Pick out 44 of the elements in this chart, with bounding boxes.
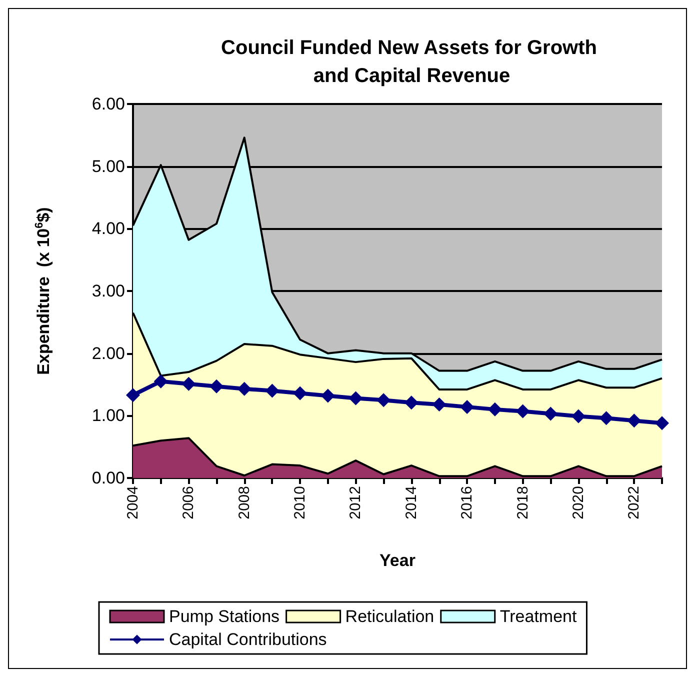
x-tick-label: 2006 (180, 486, 198, 520)
y-tick-label: 3.00 (92, 282, 125, 300)
point (126, 388, 140, 402)
point (320, 388, 335, 403)
x-tick-label: 2022 (626, 486, 643, 520)
legend-label: Capital Contributions (169, 630, 327, 649)
point (627, 414, 642, 428)
y-tick-label: 6.00 (92, 94, 125, 114)
x-axis-title: Year (380, 551, 416, 570)
point (237, 382, 252, 396)
legend-label: Pump Stations (169, 607, 280, 626)
y-tick-label: 0.00 (92, 468, 125, 488)
x-tick-label: 2010 (292, 486, 309, 520)
point (293, 386, 308, 400)
point (516, 404, 530, 418)
legend-label: Treatment (500, 607, 577, 626)
point (655, 416, 669, 430)
point (460, 400, 474, 414)
x-tick-label: 2012 (347, 486, 364, 520)
point (182, 376, 196, 391)
chart-title: Council Funded New Assets for Growth and Capital Revenue (221, 37, 597, 87)
y-tick-label: 2.00 (92, 344, 125, 363)
point (432, 397, 446, 412)
point (488, 402, 502, 416)
point (571, 409, 586, 424)
point (265, 384, 280, 398)
point (376, 393, 391, 408)
y-tick-label: 1.00 (92, 406, 125, 426)
y-tick-label: 5.00 (92, 156, 125, 176)
point (154, 374, 168, 388)
y-axis-title: Expenditure (x 106$) (34, 207, 53, 375)
x-tick-label: 2014 (402, 486, 420, 520)
point (210, 379, 224, 394)
x-tick-label: 2018 (514, 486, 532, 520)
point (544, 406, 558, 421)
x-tick-label: 2020 (570, 486, 587, 520)
point (599, 411, 614, 426)
x-tick-label: 2016 (458, 486, 476, 520)
x-tick-label: 2008 (236, 486, 253, 520)
legend-label: Reticulation (345, 607, 434, 626)
y-tick-label: 4.00 (92, 219, 125, 238)
x-tick-label: 2004 (124, 486, 142, 520)
point (404, 396, 418, 410)
point (348, 391, 363, 406)
